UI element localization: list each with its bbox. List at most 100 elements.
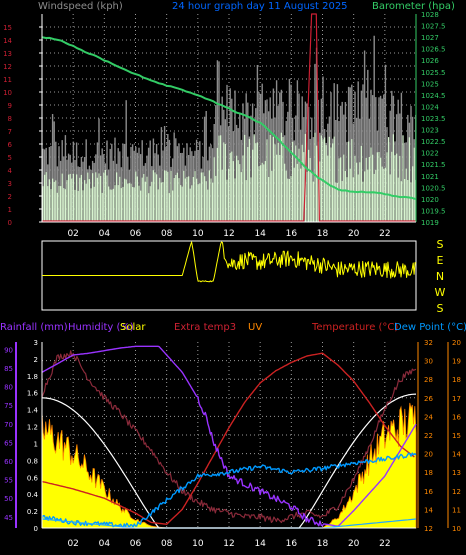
barometer-tick-label: 1021.5 — [421, 161, 446, 169]
dew-tick-label: 18 — [452, 376, 461, 384]
barometer-tick-label: 1021 — [421, 173, 439, 181]
rain-tick-label: 0.4 — [27, 491, 39, 499]
panel1-right-label: Barometer (hpa) — [372, 1, 455, 12]
hour-tick-label: 06 — [130, 229, 142, 239]
wind-tick-label: 13 — [3, 50, 12, 58]
wind-tick-label: 5 — [8, 154, 12, 162]
wind-barometer-panel: 012345678910111213141510191019.510201020… — [3, 11, 445, 239]
barometer-tick-label: 1019 — [421, 219, 439, 227]
legend-solar: Solar — [120, 322, 146, 333]
legend-extra-temp: Extra temp3 — [174, 322, 236, 333]
wind-tick-label: 12 — [3, 63, 12, 71]
rain-tick-label: 0.6 — [27, 474, 39, 482]
rain-tick-label: 0.2 — [27, 508, 38, 516]
dew-point-line — [41, 452, 417, 529]
dew-tick-label: 13 — [452, 469, 461, 477]
multi-sensor-panel: 0 0.2 0.4 0.6 0.8 1 1.2 1.4 1.6 1.8 2 3 45 50 55 60 65 70… — [4, 339, 461, 549]
hour-tick-label: 02 — [67, 229, 78, 239]
barometer-tick-label: 1026.5 — [421, 46, 446, 54]
wind-tick-label: 11 — [3, 76, 12, 84]
panel1-title: 24 hour graph day 11 August 2025 — [172, 1, 348, 12]
hour-tick-label: 12 — [223, 229, 234, 239]
rain-tick-label: 1.2 — [27, 424, 38, 432]
barometer-tick-label: 1023.5 — [421, 115, 446, 123]
hour-tick-label: 18 — [317, 539, 329, 549]
humidity-tick-label: 80 — [4, 384, 13, 392]
direction-label: N — [436, 270, 444, 283]
dew-tick-label: 19 — [452, 358, 461, 366]
hour-tick-label: 16 — [286, 229, 298, 239]
rain-tick-label: 1.8 — [27, 373, 38, 381]
barometer-tick-label: 1020.5 — [421, 184, 446, 192]
dew-tick-label: 10 — [452, 525, 461, 533]
temp-tick-label: 28 — [424, 376, 433, 384]
dew-tick-label: 14 — [452, 451, 461, 459]
hour-tick-label: 10 — [192, 229, 204, 239]
rain-tick-label: 3 — [34, 339, 38, 347]
barometer-line — [41, 36, 417, 201]
panel1-left-label: Windspeed (kph) — [38, 1, 123, 12]
temp-tick-label: 18 — [424, 469, 433, 477]
dew-tick-label: 20 — [452, 339, 461, 347]
barometer-tick-label: 1019.5 — [421, 207, 446, 215]
temp-tick-label: 26 — [424, 395, 433, 403]
humidity-tick-label: 50 — [4, 495, 13, 503]
rain-tick-label: 0.8 — [27, 457, 38, 465]
legend-rainfall: Rainfall (mm) — [0, 322, 68, 333]
wind-tick-label: 7 — [8, 128, 12, 136]
humidity-tick-label: 65 — [4, 439, 13, 447]
wind-direction-line — [42, 241, 417, 283]
humidity-tick-label: 70 — [4, 421, 13, 429]
panel1-temp-trace — [42, 13, 416, 222]
humidity-line — [41, 350, 417, 524]
barometer-tick-label: 1022 — [421, 150, 439, 158]
humidity-tick-label: 45 — [4, 514, 13, 522]
rain-tick-label: 2 — [34, 356, 38, 364]
hour-tick-label: 20 — [348, 229, 360, 239]
direction-label: E — [437, 254, 444, 267]
barometer-tick-label: 1027.5 — [421, 23, 446, 31]
hour-tick-label: 04 — [99, 229, 111, 239]
temp-tick-label: 20 — [424, 451, 433, 459]
humidity-tick-label: 60 — [4, 458, 13, 466]
hour-tick-label: 10 — [192, 539, 204, 549]
rainfall-line — [41, 345, 417, 527]
hour-tick-label: 06 — [130, 539, 142, 549]
barometer-tick-label: 1027 — [421, 34, 439, 42]
wind-tick-label: 8 — [8, 115, 12, 123]
wind-tick-label: 1 — [8, 206, 12, 214]
wind-tick-label: 0 — [8, 219, 12, 227]
hour-tick-label: 18 — [317, 229, 329, 239]
legend-humidity: Humidity (%) — [68, 322, 134, 333]
barometer-tick-label: 1024 — [421, 103, 439, 111]
hour-tick-label: 14 — [254, 539, 266, 549]
wind-tick-label: 3 — [8, 180, 12, 188]
barometer-tick-label: 1022.5 — [421, 138, 446, 146]
barometer-tick-label: 1025.5 — [421, 69, 446, 77]
wind-tick-label: 9 — [8, 102, 12, 110]
hour-tick-label: 02 — [67, 539, 78, 549]
dew-tick-label: 15 — [452, 432, 461, 440]
dew-tick-label: 11 — [452, 506, 461, 514]
humidity-tick-label: 85 — [4, 365, 13, 373]
temperature-line — [41, 352, 415, 525]
wind-tick-label: 2 — [8, 193, 12, 201]
direction-label: S — [437, 238, 444, 251]
rain-tick-label: 1 — [34, 440, 38, 448]
dew-tick-label: 17 — [452, 395, 461, 403]
rain-tick-label: 0 — [34, 525, 38, 533]
dew-tick-label: 12 — [452, 488, 461, 496]
hour-tick-label: 22 — [379, 229, 390, 239]
barometer-tick-label: 1028 — [421, 11, 439, 19]
wind-tick-label: 6 — [8, 141, 13, 149]
legend-uv: UV — [248, 322, 262, 333]
legend-dew-point: Dew Point (°C) — [394, 322, 466, 333]
hour-tick-label: 20 — [348, 539, 360, 549]
hour-tick-label: 04 — [99, 539, 111, 549]
temp-tick-label: 32 — [424, 339, 433, 347]
hour-tick-label: 22 — [379, 539, 390, 549]
temp-tick-label: 22 — [424, 432, 433, 440]
temp-tick-label: 30 — [424, 358, 433, 366]
hour-tick-label: 12 — [223, 539, 234, 549]
